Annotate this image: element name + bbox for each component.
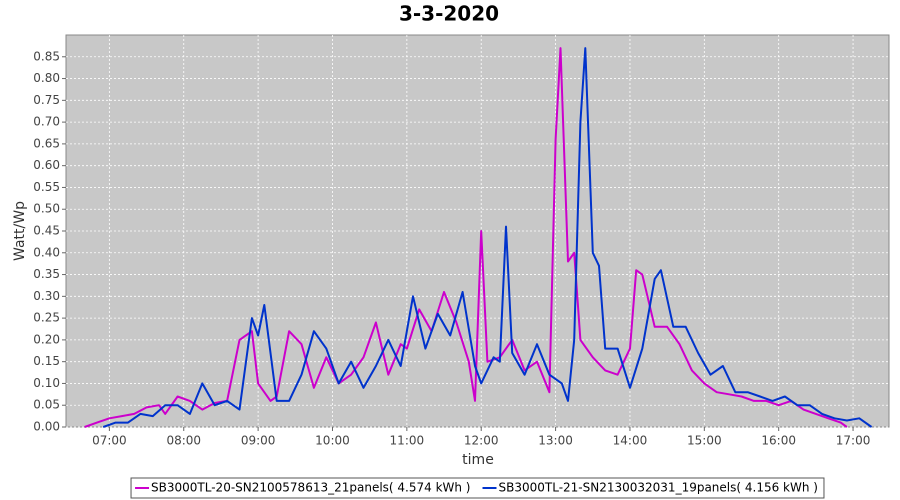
y-tick-label: 0.40 [33, 245, 60, 259]
y-tick-label: 0.00 [33, 420, 60, 434]
legend-label: SB3000TL-21-SN2130032031_19panels( 4.156… [499, 481, 818, 495]
legend-label: SB3000TL-20-SN2100578613_21panels( 4.574… [151, 481, 470, 495]
x-tick-label: 08:00 [166, 434, 201, 448]
y-tick-label: 0.45 [33, 224, 60, 238]
series-line [84, 47, 848, 428]
legend-box [130, 477, 825, 499]
x-tick-label: 16:00 [761, 434, 796, 448]
y-axis-label: Watt/Wp [12, 201, 28, 261]
x-tick-label: 09:00 [241, 434, 276, 448]
plot-area [65, 34, 890, 428]
legend: SB3000TL-20-SN2100578613_21panels( 4.574… [130, 477, 825, 499]
x-tick-label: 15:00 [687, 434, 722, 448]
x-tick-label: 17:00 [836, 434, 871, 448]
y-tick-label: 0.80 [33, 71, 60, 85]
x-tick-label: 13:00 [538, 434, 573, 448]
y-tick-label: 0.05 [33, 398, 60, 412]
y-tick-label: 0.50 [33, 202, 60, 216]
y-tick-label: 0.10 [33, 376, 60, 390]
x-tick-label: 11:00 [390, 434, 425, 448]
y-tick-label: 0.60 [33, 158, 60, 172]
y-tick-label: 0.15 [33, 354, 60, 368]
y-tick-label: 0.55 [33, 180, 60, 194]
series-line [102, 47, 873, 428]
x-axis-label: time [462, 452, 494, 468]
y-tick-label: 0.30 [33, 289, 60, 303]
chart-title: 3-3-2020 [399, 2, 499, 26]
x-tick-label: 07:00 [92, 434, 127, 448]
y-tick-label: 0.65 [33, 136, 60, 150]
y-tick-label: 0.25 [33, 311, 60, 325]
x-tick-label: 14:00 [613, 434, 648, 448]
y-tick-label: 0.35 [33, 267, 60, 281]
y-tick-label: 0.70 [33, 115, 60, 129]
y-tick-label: 0.75 [33, 93, 60, 107]
x-tick-label: 10:00 [315, 434, 350, 448]
y-tick-label: 0.20 [33, 332, 60, 346]
x-tick-label: 12:00 [464, 434, 499, 448]
y-tick-label: 0.85 [33, 49, 60, 63]
